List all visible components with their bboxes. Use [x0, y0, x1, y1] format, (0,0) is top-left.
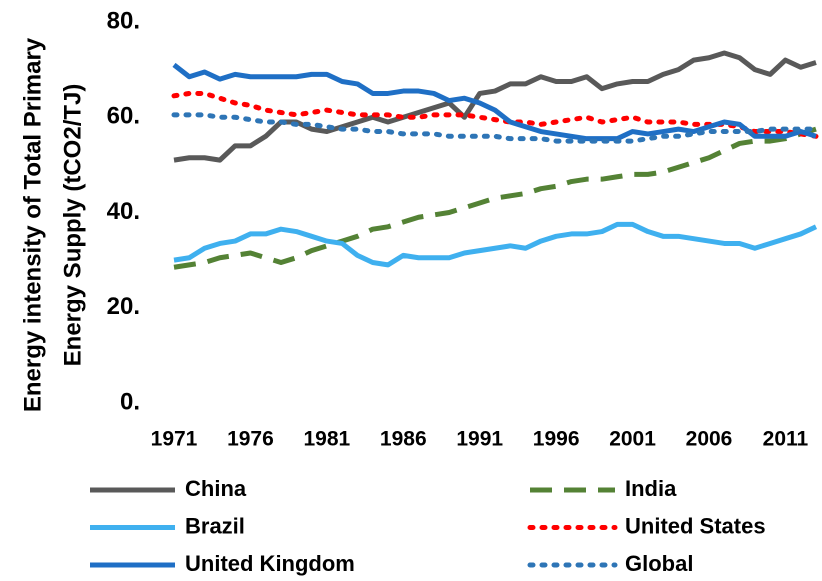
x-tick-label: 1991 — [456, 428, 503, 451]
y-label-line: Energy intensity of Total Primary — [19, 37, 46, 412]
x-tick-label: 1976 — [227, 428, 274, 451]
legend-label: India — [625, 476, 677, 501]
y-tick-label: 40. — [107, 198, 140, 225]
y-label-line: Energy Supply (tCO2/TJ) — [59, 84, 86, 367]
x-tick-label: 2006 — [686, 428, 733, 451]
x-tick-label: 2001 — [609, 428, 656, 451]
series-line — [173, 126, 817, 270]
y-tick-label: 60. — [107, 103, 140, 130]
x-tick-label: 1981 — [303, 428, 350, 451]
series-line — [172, 62, 817, 142]
x-tick-label: 2011 — [763, 428, 809, 451]
legend-label: Brazil — [185, 513, 245, 538]
legend-label: United Kingdom — [185, 551, 355, 576]
legend-label: United States — [625, 513, 766, 538]
series-line — [173, 221, 818, 268]
y-tick-label: 20. — [107, 293, 140, 320]
legend-label: Global — [625, 551, 693, 576]
legend-label: China — [185, 476, 247, 501]
series-line — [171, 112, 819, 144]
y-tick-label: 80. — [107, 7, 140, 34]
y-axis-title: Energy intensity of Total Primary Energy… — [19, 37, 86, 412]
x-tick-label: 1971 — [151, 428, 198, 451]
series-line — [173, 50, 817, 163]
y-tick-label: 0. — [120, 388, 140, 415]
x-tick-label: 1996 — [533, 428, 580, 451]
x-tick-label: 1986 — [380, 428, 427, 451]
